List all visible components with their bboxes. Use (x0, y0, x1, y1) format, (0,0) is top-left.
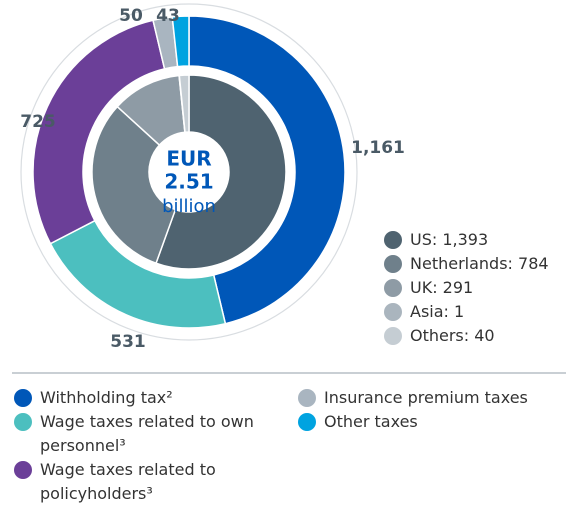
center-disc (150, 133, 228, 211)
legend-item: Withholding tax² (14, 386, 264, 410)
legend-item: Other taxes (298, 410, 558, 434)
legend-item: Wage taxes related to own personnel³ (14, 410, 264, 458)
donut-slice (188, 15, 346, 325)
legend-marker (14, 389, 32, 407)
donut-slice (155, 74, 287, 270)
rings (32, 15, 346, 329)
legend-marker (298, 413, 316, 431)
center-label: EUR (166, 147, 211, 171)
legend-marker (384, 303, 402, 321)
donut-slice (91, 105, 177, 265)
legend-marker (384, 279, 402, 297)
legend-marker (298, 389, 316, 407)
legend-label: UK: 291 (410, 278, 474, 297)
legend-label: Wage taxes related to policyholders³ (40, 460, 216, 503)
center-label: 2.51 (164, 170, 213, 194)
data-label: 50 (119, 6, 143, 26)
legend: US: 1,393 Netherlands: 784 UK: 291 Asia: 1 O… (384, 228, 564, 348)
legend-item: US: 1,393 (384, 228, 564, 252)
legend-item: Wage taxes related to policyholders³ (14, 458, 264, 506)
legend-marker (14, 413, 32, 431)
legend-label: Other taxes (324, 412, 418, 431)
legend-marker (384, 327, 402, 345)
legend-label: Netherlands: 784 (410, 254, 549, 273)
legend: Withholding tax² Wage taxes related to ow… (14, 386, 264, 506)
legend-item: Insurance premium taxes (298, 386, 558, 410)
legend-label: US: 1,393 (410, 230, 489, 249)
center-label: billion (162, 196, 216, 217)
legend: Insurance premium taxes Other taxes (298, 386, 558, 434)
data-label: 531 (110, 332, 146, 352)
data-label: 43 (156, 6, 180, 26)
legend-item: Asia: 1 (384, 300, 564, 324)
legend-item: Others: 40 (384, 324, 564, 348)
outer-guide (20, 3, 358, 341)
chart: EUR 2.51 billion 1,161 531 725 50 43 (20, 3, 405, 352)
legend-label: Wage taxes related to own personnel³ (40, 412, 254, 455)
legend-label: Insurance premium taxes (324, 388, 528, 407)
legend-marker (14, 461, 32, 479)
legend-marker (384, 231, 402, 249)
legend-marker (384, 255, 402, 273)
data-label: 1,161 (351, 138, 405, 158)
legend-item: UK: 291 (384, 276, 564, 300)
legend-label: Asia: 1 (410, 302, 465, 321)
donut-slice (171, 15, 190, 68)
legend-item: Netherlands: 784 (384, 252, 564, 276)
separator (12, 372, 566, 374)
donut-slice (32, 19, 166, 245)
legend-label: Withholding tax² (40, 388, 173, 407)
donut-slice (178, 74, 190, 134)
legend-label: Others: 40 (410, 326, 495, 345)
data-label: 725 (20, 112, 56, 132)
